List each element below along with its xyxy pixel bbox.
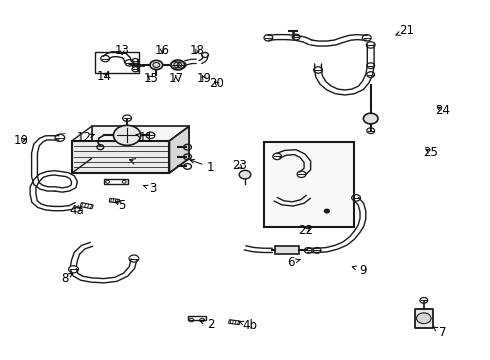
Text: 2: 2 <box>200 318 215 331</box>
Text: 4b: 4b <box>240 319 257 332</box>
Text: 10: 10 <box>13 134 28 147</box>
Text: 1: 1 <box>190 159 215 174</box>
Bar <box>92 126 189 158</box>
Polygon shape <box>170 126 189 173</box>
Text: 24: 24 <box>435 104 450 117</box>
Circle shape <box>324 209 329 213</box>
Text: 8: 8 <box>61 272 73 285</box>
Circle shape <box>150 60 163 69</box>
Text: 18: 18 <box>190 44 205 57</box>
Text: 5: 5 <box>115 198 126 212</box>
Circle shape <box>364 113 378 124</box>
Bar <box>72 141 170 173</box>
Bar <box>264 142 354 227</box>
Circle shape <box>239 170 251 179</box>
Text: 3: 3 <box>143 183 156 195</box>
Text: 15: 15 <box>144 72 159 85</box>
Circle shape <box>171 60 185 70</box>
Bar <box>415 309 433 328</box>
Circle shape <box>416 313 431 324</box>
Text: 7: 7 <box>433 327 446 339</box>
Text: 22: 22 <box>298 224 314 237</box>
Text: 11: 11 <box>136 131 154 144</box>
Text: 14: 14 <box>96 70 111 83</box>
Bar <box>109 198 120 203</box>
Bar <box>95 52 139 73</box>
Text: 21: 21 <box>396 24 414 37</box>
Text: 23: 23 <box>232 159 246 172</box>
Text: 6: 6 <box>288 256 300 269</box>
Text: 17: 17 <box>168 72 183 85</box>
Text: 13: 13 <box>115 44 130 57</box>
Bar <box>188 316 206 320</box>
Text: 16: 16 <box>155 44 170 57</box>
Bar <box>80 203 93 209</box>
Text: 25: 25 <box>423 146 438 159</box>
Bar <box>275 247 298 254</box>
Text: 20: 20 <box>209 77 224 90</box>
Bar <box>104 179 128 184</box>
Text: 12: 12 <box>77 131 95 144</box>
Text: 4a: 4a <box>70 204 84 217</box>
Circle shape <box>114 125 141 145</box>
Text: 9: 9 <box>352 264 367 276</box>
Bar <box>228 320 240 325</box>
Text: 19: 19 <box>196 72 212 85</box>
